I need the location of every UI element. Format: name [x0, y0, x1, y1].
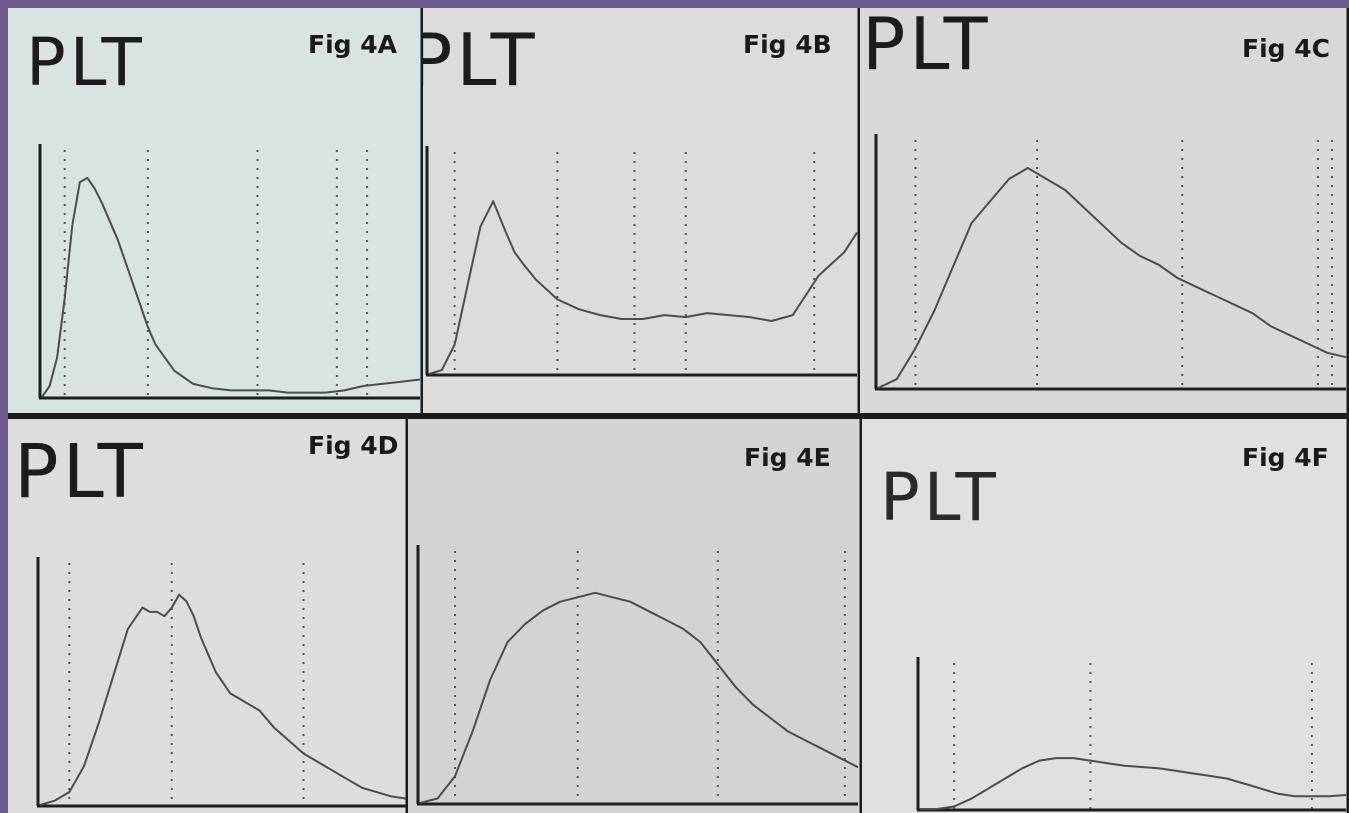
panel-divider — [8, 413, 1349, 419]
histogram-curve — [419, 591, 859, 804]
fig-label: Fig 4F — [1242, 443, 1329, 472]
histogram-curve — [428, 200, 858, 375]
histogram-fig-4a — [38, 8, 423, 413]
histogram-fig-4e — [416, 419, 862, 813]
plt-label: PLT — [880, 459, 1000, 536]
plt-label: PLT — [14, 429, 147, 515]
panel-fig-4f: PLT Fig 4F — [862, 419, 1349, 813]
panel-fig-4e: Fig 4E — [408, 419, 862, 813]
panel-fig-4d: PLT Fig 4D — [8, 419, 408, 813]
plt-label: PLT — [423, 18, 539, 102]
histogram-fig-4d — [36, 419, 408, 813]
fig-label: Fig 4D — [308, 431, 399, 460]
histogram-fig-4f — [916, 419, 1349, 813]
histogram-curve — [920, 757, 1347, 810]
fig-label: Fig 4A — [308, 30, 397, 59]
plt-label: PLT — [862, 8, 992, 86]
histogram-fig-4c — [874, 8, 1349, 421]
fig-label: Fig 4B — [743, 30, 832, 59]
histogram-curve — [41, 176, 421, 398]
panel-fig-4a: PLT Fig 4A — [8, 8, 423, 413]
fig-label: Fig 4C — [1242, 34, 1330, 63]
plt-label: PLT — [26, 24, 146, 101]
fig-label: Fig 4E — [744, 443, 831, 472]
panel-fig-4c: PLT Fig 4C — [860, 8, 1349, 421]
panel-fig-4b: PLT Fig 4B — [423, 8, 860, 413]
histogram-fig-4b — [425, 8, 860, 413]
histogram-curve — [877, 167, 1347, 389]
histogram-curve — [39, 593, 407, 806]
